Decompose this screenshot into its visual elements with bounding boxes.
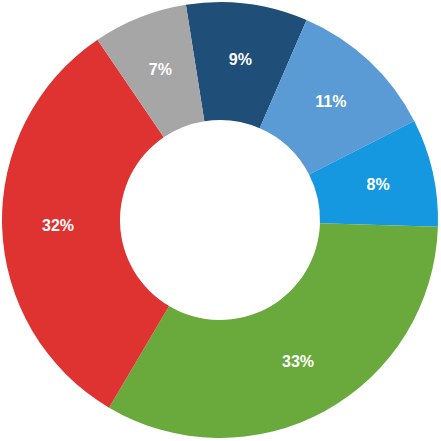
svg-text:8%: 8% — [367, 176, 390, 193]
svg-text:7%: 7% — [149, 61, 172, 78]
svg-text:32%: 32% — [42, 217, 74, 234]
svg-text:11%: 11% — [315, 93, 346, 110]
svg-text:9%: 9% — [229, 51, 252, 68]
svg-text:33%: 33% — [282, 353, 314, 370]
